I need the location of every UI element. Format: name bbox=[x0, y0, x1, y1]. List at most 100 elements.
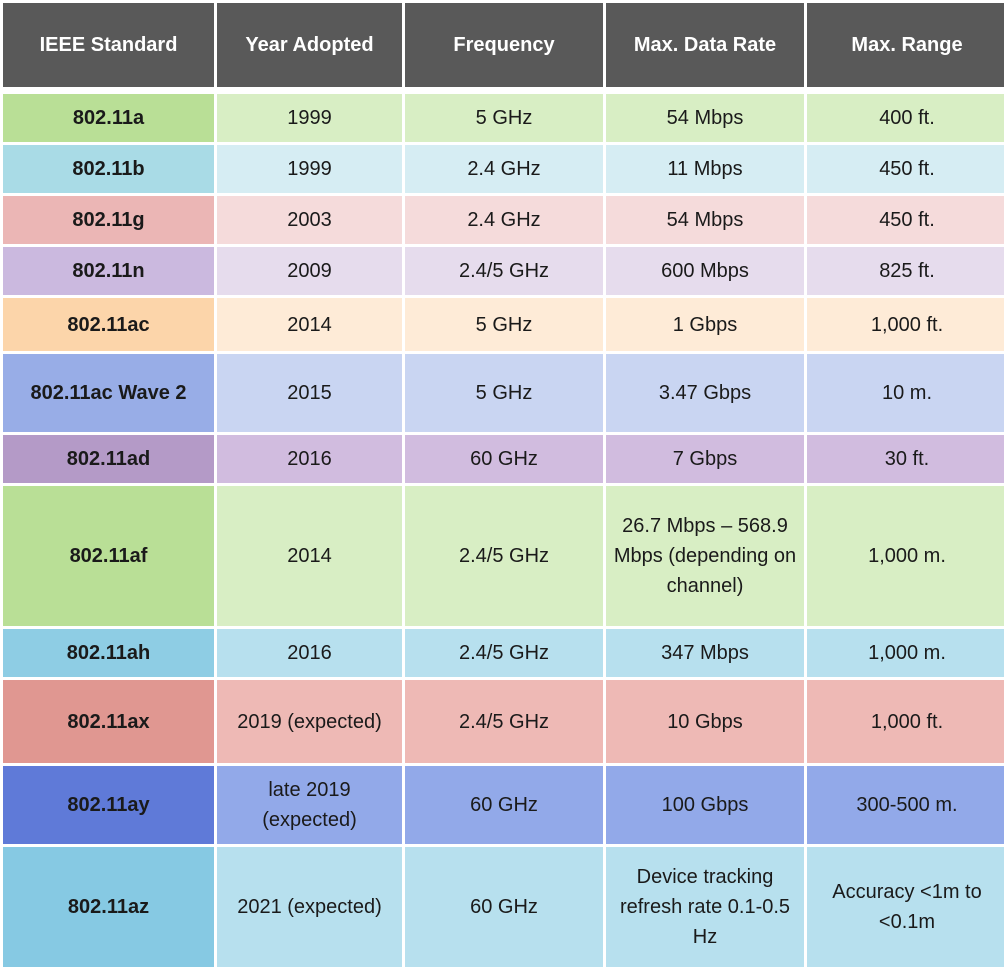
cell-frequency-text: 2.4/5 GHz bbox=[458, 260, 550, 282]
cell-year-text: 1999 bbox=[287, 158, 332, 180]
cell-range: 300-500 m. bbox=[807, 766, 1004, 844]
cell-range: Accuracy <1m to <0.1m bbox=[807, 847, 1004, 967]
cell-data-rate-text: 1 Gbps bbox=[672, 313, 738, 336]
cell-year: 2014 bbox=[217, 486, 402, 626]
cell-frequency: 2.4/5 GHz bbox=[405, 247, 603, 295]
cell-range-text: Accuracy <1m to <0.1m bbox=[832, 881, 982, 933]
cell-year-text: 2016 bbox=[287, 448, 332, 470]
cell-data-rate: 54 Mbps bbox=[606, 196, 804, 244]
cell-range-text: 1,000 m. bbox=[868, 642, 946, 664]
cell-year: 2003 bbox=[217, 196, 402, 244]
cell-data-rate: 26.7 Mbps – 568.9 Mbps (depending on cha… bbox=[606, 486, 804, 626]
cell-frequency: 60 GHz bbox=[405, 847, 603, 967]
cell-frequency: 60 GHz bbox=[405, 435, 603, 483]
cell-frequency-text: 2.4/5 GHz bbox=[458, 545, 550, 567]
cell-frequency: 5 GHz bbox=[405, 94, 603, 142]
cell-range-text: 450 ft. bbox=[879, 158, 935, 180]
cell-year: 2009 bbox=[217, 247, 402, 295]
cell-standard: 802.11b bbox=[3, 145, 214, 193]
cell-data-rate-text: Device tracking refresh rate 0.1-0.5 Hz bbox=[619, 866, 791, 948]
table-row: 802.11n 2009 2.4/5 GHz 600 Mbps 825 ft. bbox=[3, 247, 1004, 295]
cell-data-rate: 7 Gbps bbox=[606, 435, 804, 483]
cell-standard-text: 802.11ad bbox=[66, 448, 151, 470]
table-row: 802.11g 2003 2.4 GHz 54 Mbps 450 ft. bbox=[3, 196, 1004, 244]
cell-data-rate-text: 54 Mbps bbox=[666, 107, 744, 129]
cell-standard-text: 802.11af bbox=[69, 545, 148, 567]
table-row: 802.11az 2021 (expected) 60 GHz Device trac… bbox=[3, 847, 1004, 967]
cell-standard: 802.11g bbox=[3, 196, 214, 244]
cell-frequency-text: 5 GHz bbox=[475, 107, 533, 129]
cell-standard-text: 802.11ac bbox=[67, 313, 150, 336]
cell-frequency: 2.4 GHz bbox=[405, 196, 603, 244]
cell-data-rate-text: 3.47 Gbps bbox=[658, 382, 752, 404]
cell-standard-text: 802.11ay bbox=[67, 794, 150, 816]
cell-data-rate: 3.47 Gbps bbox=[606, 354, 804, 432]
cell-standard-text: 802.11g bbox=[72, 209, 145, 231]
cell-range-text: 10 m. bbox=[881, 382, 933, 404]
cell-standard-text: 802.11n bbox=[72, 260, 145, 282]
cell-year: 2021 (expected) bbox=[217, 847, 402, 967]
cell-range: 450 ft. bbox=[807, 145, 1004, 193]
cell-range-text: 1,000 m. bbox=[868, 545, 946, 567]
cell-standard: 802.11ac Wave 2 bbox=[3, 354, 214, 432]
cell-year-text: 2015 bbox=[287, 382, 332, 404]
table-row: 802.11af 2014 2.4/5 GHz 26.7 Mbps – 568.9 M… bbox=[3, 486, 1004, 626]
cell-range: 1,000 ft. bbox=[807, 298, 1004, 351]
cell-data-rate-text: 600 Mbps bbox=[661, 260, 749, 282]
table-row: 802.11b 1999 2.4 GHz 11 Mbps 450 ft. bbox=[3, 145, 1004, 193]
cell-data-rate-text: 26.7 Mbps – 568.9 Mbps (depending on cha… bbox=[613, 515, 797, 597]
table-row: 802.11ac Wave 2 2015 5 GHz 3.47 Gbps 10 m. bbox=[3, 354, 1004, 432]
cell-year-text: late 2019 (expected) bbox=[262, 779, 357, 831]
cell-range-text: 400 ft. bbox=[879, 107, 935, 129]
cell-range-text: 825 ft. bbox=[879, 260, 935, 282]
cell-frequency: 5 GHz bbox=[405, 298, 603, 351]
cell-data-rate-text: 54 Mbps bbox=[666, 209, 744, 231]
cell-frequency-text: 2.4 GHz bbox=[467, 158, 541, 180]
header-ieee-standard: IEEE Standard bbox=[3, 3, 214, 87]
cell-standard: 802.11a bbox=[3, 94, 214, 142]
cell-range: 1,000 m. bbox=[807, 629, 1004, 677]
cell-frequency: 2.4/5 GHz bbox=[405, 680, 603, 763]
header-max-data-rate: Max. Data Rate bbox=[606, 3, 804, 87]
cell-year: late 2019 (expected) bbox=[217, 766, 402, 844]
cell-frequency-text: 5 GHz bbox=[475, 382, 533, 404]
cell-data-rate-text: 100 Gbps bbox=[661, 794, 749, 816]
cell-year: 2015 bbox=[217, 354, 402, 432]
cell-standard-text: 802.11ah bbox=[66, 642, 151, 664]
cell-year-text: 2014 bbox=[287, 545, 332, 567]
cell-range: 10 m. bbox=[807, 354, 1004, 432]
cell-standard: 802.11af bbox=[3, 486, 214, 626]
cell-range-text: 1,000 ft. bbox=[870, 313, 944, 336]
cell-data-rate: 347 Mbps bbox=[606, 629, 804, 677]
cell-range: 1,000 m. bbox=[807, 486, 1004, 626]
cell-year-text: 1999 bbox=[287, 107, 332, 129]
cell-standard: 802.11n bbox=[3, 247, 214, 295]
cell-frequency: 60 GHz bbox=[405, 766, 603, 844]
table-row: 802.11ax 2019 (expected) 2.4/5 GHz 10 Gbps 1… bbox=[3, 680, 1004, 763]
cell-range: 30 ft. bbox=[807, 435, 1004, 483]
cell-frequency-text: 2.4 GHz bbox=[467, 209, 541, 231]
cell-data-rate-text: 347 Mbps bbox=[661, 642, 749, 664]
cell-year: 2014 bbox=[217, 298, 402, 351]
cell-year: 1999 bbox=[217, 145, 402, 193]
cell-data-rate: 11 Mbps bbox=[606, 145, 804, 193]
cell-data-rate: 10 Gbps bbox=[606, 680, 804, 763]
cell-frequency: 5 GHz bbox=[405, 354, 603, 432]
cell-data-rate: 100 Gbps bbox=[606, 766, 804, 844]
cell-year-text: 2021 (expected) bbox=[237, 896, 382, 918]
table-header-row: IEEE Standard Year Adopted Frequency Max… bbox=[3, 3, 1004, 87]
header-max-range: Max. Range bbox=[807, 3, 1004, 87]
table-row: 802.11ay late 2019 (expected) 60 GHz 100 Gb… bbox=[3, 766, 1004, 844]
table-row: 802.11ad 2016 60 GHz 7 Gbps 30 ft. bbox=[3, 435, 1004, 483]
cell-data-rate: 1 Gbps bbox=[606, 298, 804, 351]
cell-year: 2016 bbox=[217, 435, 402, 483]
cell-standard-text: 802.11a bbox=[72, 107, 145, 129]
cell-year-text: 2003 bbox=[287, 209, 332, 231]
cell-frequency-text: 2.4/5 GHz bbox=[458, 642, 550, 664]
table-row: 802.11a 1999 5 GHz 54 Mbps 400 ft. bbox=[3, 94, 1004, 142]
cell-year: 1999 bbox=[217, 94, 402, 142]
cell-data-rate-text: 7 Gbps bbox=[672, 448, 738, 470]
header-year-adopted: Year Adopted bbox=[217, 3, 402, 87]
